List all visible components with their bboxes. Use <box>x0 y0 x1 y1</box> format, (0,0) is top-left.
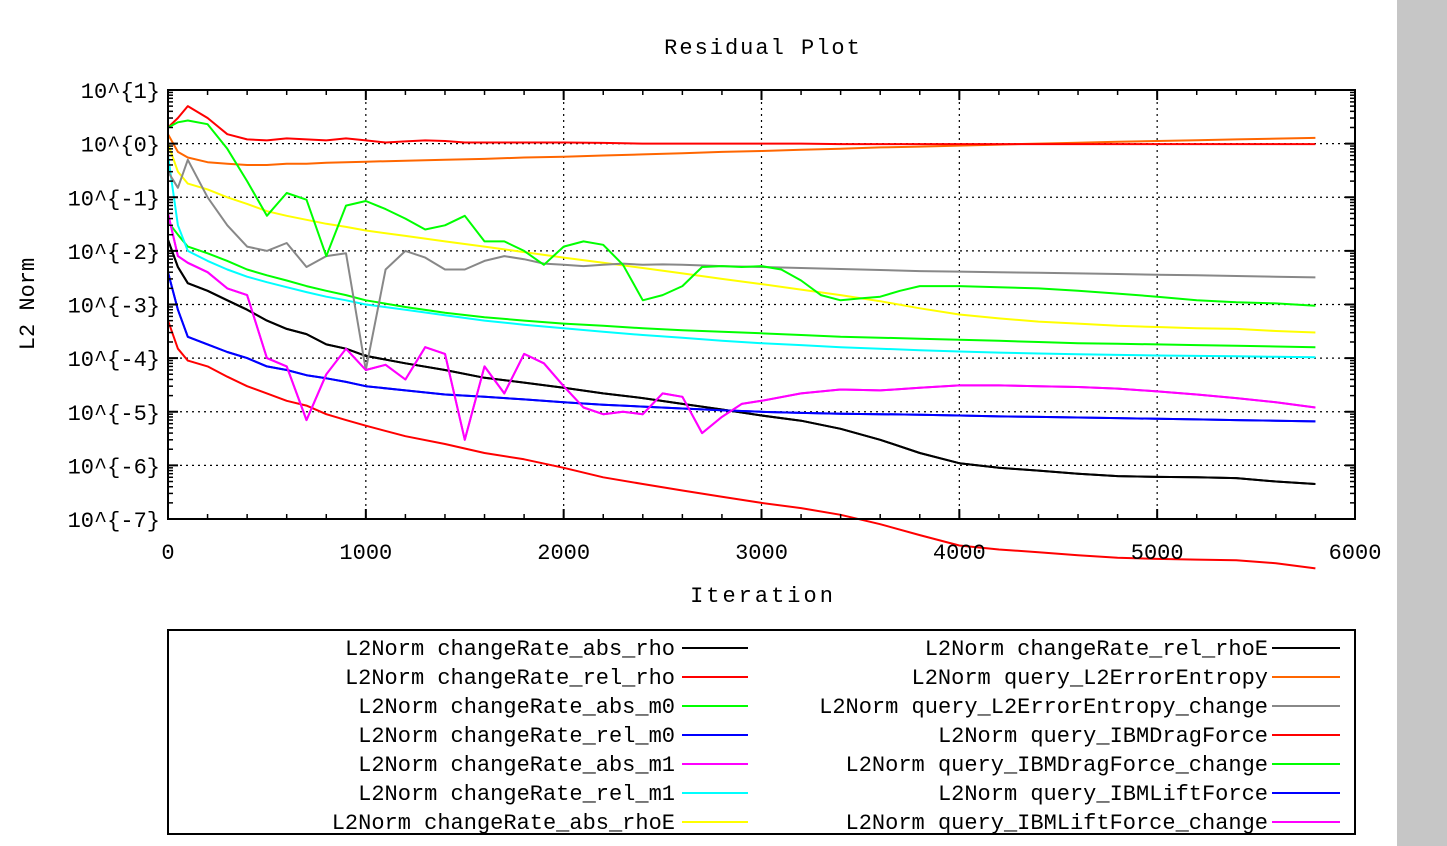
grid <box>168 90 1355 519</box>
y-tick-label: 10^{-7} <box>68 509 160 534</box>
series-line-10 <box>167 158 1316 371</box>
legend-label: L2Norm changeRate_rel_rho <box>345 666 675 691</box>
legend-label: L2Norm changeRate_abs_rho <box>345 637 675 662</box>
legend-label: L2Norm changeRate_rel_m0 <box>358 724 675 749</box>
legend-label: L2Norm changeRate_rel_m1 <box>358 782 675 807</box>
legend: L2Norm changeRate_abs_rho L2Norm changeRa… <box>167 629 1356 836</box>
legend-label: L2Norm query_IBMLiftForce_change <box>846 811 1268 836</box>
scrollbar-track[interactable] <box>1397 0 1447 846</box>
residual-chart: Residual Plot Iteration L2 Norm 0 1000 200… <box>16 36 1382 836</box>
y-tick-label: 10^{-5} <box>68 402 160 427</box>
y-tick-label: 10^{-1} <box>68 187 160 212</box>
series-line-12 <box>167 119 1316 307</box>
y-tick-label: 10^{0} <box>81 134 160 159</box>
x-tick-label: 2000 <box>537 541 590 566</box>
chart-title: Residual Plot <box>664 36 862 61</box>
series-line-3 <box>167 221 1316 349</box>
legend-label: L2Norm query_L2ErrorEntropy <box>912 666 1268 691</box>
series-line-8 <box>167 239 1316 485</box>
x-tick-label: 4000 <box>933 541 986 566</box>
series-line-2 <box>167 320 1316 570</box>
x-tick-label: 5000 <box>1131 541 1184 566</box>
legend-label: L2Norm query_L2ErrorEntropy_change <box>819 695 1268 720</box>
series-line-1 <box>167 239 1316 485</box>
legend-label: L2Norm changeRate_abs_rhoE <box>332 811 675 836</box>
y-tick-label: 10^{1} <box>81 80 160 105</box>
series-line-14 <box>167 213 1316 441</box>
legend-label: L2Norm changeRate_abs_m0 <box>358 695 675 720</box>
series-line-7 <box>167 143 1316 334</box>
x-tick-label: 6000 <box>1329 541 1382 566</box>
series-lines <box>167 105 1316 570</box>
y-tick-label: 10^{-2} <box>68 241 160 266</box>
x-tick-label: 1000 <box>339 541 392 566</box>
legend-label: L2Norm query_IBMDragForce <box>938 724 1268 749</box>
legend-label: L2Norm changeRate_rel_rhoE <box>925 637 1268 662</box>
x-axis-label: Iteration <box>690 584 836 609</box>
legend-label: L2Norm query_IBMLiftForce <box>938 782 1268 807</box>
x-tick-label: 3000 <box>735 541 788 566</box>
legend-box <box>167 629 1356 835</box>
series-line-13 <box>167 271 1316 423</box>
y-tick-label: 10^{-4} <box>68 348 160 373</box>
y-axis-label: L2 Norm <box>16 258 41 350</box>
series-line-9 <box>167 133 1316 166</box>
y-tick-label: 10^{-6} <box>68 455 160 480</box>
series-line-11 <box>167 105 1316 146</box>
legend-label: L2Norm changeRate_abs_m1 <box>358 753 675 778</box>
axis-ticks: 0 1000 2000 3000 4000 5000 6000 10^{1} 10^{0} 10^… <box>68 80 1382 566</box>
x-tick-label: 0 <box>161 541 174 566</box>
legend-label: L2Norm query_IBMDragForce_change <box>846 753 1268 778</box>
y-tick-label: 10^{-3} <box>68 295 160 320</box>
series-line-6 <box>167 155 1316 359</box>
